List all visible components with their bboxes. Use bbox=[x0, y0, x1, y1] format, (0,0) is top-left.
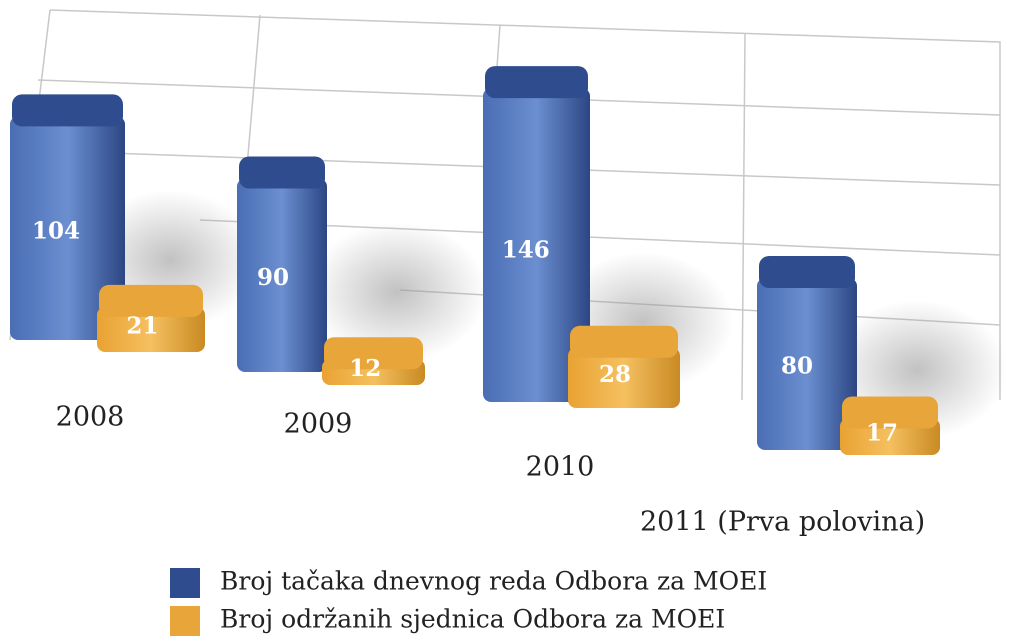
bar bbox=[483, 88, 590, 402]
bar bbox=[10, 116, 125, 341]
grid-line bbox=[199, 219, 1001, 256]
legend-label: Broj tačaka dnevnog reda Odbora za MOEI bbox=[220, 567, 767, 596]
bars: 104 21 90 12 146 28 80 17 bbox=[10, 66, 1007, 455]
x-tick-label: 2011 (Prva polovina) bbox=[640, 507, 925, 538]
bar bbox=[757, 278, 857, 450]
bar-top bbox=[99, 284, 203, 317]
legend-label: Broj održanih sjednica Odbora za MOEI bbox=[220, 605, 725, 634]
bar-top bbox=[12, 94, 123, 127]
bar bbox=[568, 347, 680, 408]
data-label: 28 bbox=[599, 361, 631, 388]
bar-top bbox=[239, 156, 325, 189]
legend-swatch bbox=[170, 606, 200, 636]
bar bbox=[237, 178, 327, 372]
data-label: 80 bbox=[781, 352, 813, 379]
bar-top bbox=[324, 337, 423, 370]
legend-swatch bbox=[170, 568, 200, 598]
x-tick-label: 2010 bbox=[526, 452, 595, 483]
data-label: 17 bbox=[866, 420, 898, 447]
data-label: 12 bbox=[349, 355, 381, 382]
bar-top bbox=[842, 396, 938, 429]
bar bbox=[97, 306, 205, 352]
data-label: 146 bbox=[502, 236, 550, 263]
x-tick-label: 2009 bbox=[284, 409, 353, 440]
x-tick-label: 2008 bbox=[56, 402, 125, 433]
data-label: 90 bbox=[257, 264, 289, 291]
data-label: 104 bbox=[32, 218, 80, 245]
grid-line bbox=[741, 32, 746, 401]
grid-frame bbox=[49, 9, 1001, 400]
data-label: 21 bbox=[126, 312, 158, 339]
bar-top bbox=[485, 66, 588, 99]
bar-top bbox=[759, 256, 855, 288]
bar-top bbox=[570, 325, 678, 358]
shadow bbox=[307, 222, 487, 362]
